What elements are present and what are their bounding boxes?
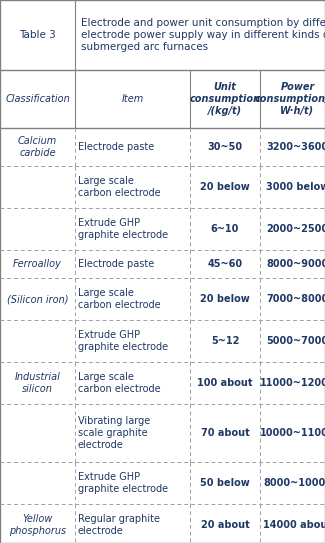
Text: Extrude GHP
graphite electrode: Extrude GHP graphite electrode xyxy=(78,472,168,494)
Text: 7000~8000: 7000~8000 xyxy=(266,294,325,304)
Text: 50 below: 50 below xyxy=(200,478,250,488)
Text: 8000~10000: 8000~10000 xyxy=(263,478,325,488)
Text: 20 below: 20 below xyxy=(200,294,250,304)
Text: Yellow
phosphorus: Yellow phosphorus xyxy=(9,514,66,536)
Text: 3000 below: 3000 below xyxy=(266,182,325,192)
Text: 11000~12000: 11000~12000 xyxy=(260,378,325,388)
Text: Extrude GHP
graphite electrode: Extrude GHP graphite electrode xyxy=(78,330,168,352)
Text: 3200~3600: 3200~3600 xyxy=(266,142,325,152)
Text: 70 about: 70 about xyxy=(201,428,249,438)
Text: 8000~9000: 8000~9000 xyxy=(266,259,325,269)
Text: 5000~7000: 5000~7000 xyxy=(266,336,325,346)
Text: Unit
consumption
/(kg/t): Unit consumption /(kg/t) xyxy=(189,83,261,116)
Text: 30~50: 30~50 xyxy=(207,142,242,152)
Text: 100 about: 100 about xyxy=(197,378,253,388)
Text: Classification: Classification xyxy=(5,94,70,104)
Text: 5~12: 5~12 xyxy=(211,336,239,346)
Text: 45~60: 45~60 xyxy=(207,259,242,269)
Text: Vibrating large
scale graphite
electrode: Vibrating large scale graphite electrode xyxy=(78,416,150,450)
Text: Large scale
carbon electrode: Large scale carbon electrode xyxy=(78,288,161,310)
Text: Large scale
carbon electrode: Large scale carbon electrode xyxy=(78,372,161,394)
Text: 10000~11000: 10000~11000 xyxy=(260,428,325,438)
Text: Large scale
carbon electrode: Large scale carbon electrode xyxy=(78,176,161,198)
Text: 2000~2500: 2000~2500 xyxy=(266,224,325,234)
Text: Calcium
carbide: Calcium carbide xyxy=(18,136,57,158)
Text: Electrode paste: Electrode paste xyxy=(78,142,154,152)
Text: Electrode and power unit consumption by different
electrode power supply way in : Electrode and power unit consumption by … xyxy=(81,18,325,52)
Text: Extrude GHP
graphite electrode: Extrude GHP graphite electrode xyxy=(78,218,168,240)
Text: Table 3: Table 3 xyxy=(19,30,56,40)
Text: Power
consumption/(k
W·h/t): Power consumption/(k W·h/t) xyxy=(255,83,325,116)
Text: 20 about: 20 about xyxy=(201,520,249,530)
Text: (Silicon iron): (Silicon iron) xyxy=(7,294,68,304)
Text: 20 below: 20 below xyxy=(200,182,250,192)
Text: 14000 about: 14000 about xyxy=(263,520,325,530)
Text: Ferroalloy: Ferroalloy xyxy=(13,259,62,269)
Text: Item: Item xyxy=(121,94,144,104)
Text: 6~10: 6~10 xyxy=(211,224,239,234)
Text: Industrial
silicon: Industrial silicon xyxy=(15,372,60,394)
Text: Electrode paste: Electrode paste xyxy=(78,259,154,269)
Text: Regular graphite
electrode: Regular graphite electrode xyxy=(78,514,160,536)
